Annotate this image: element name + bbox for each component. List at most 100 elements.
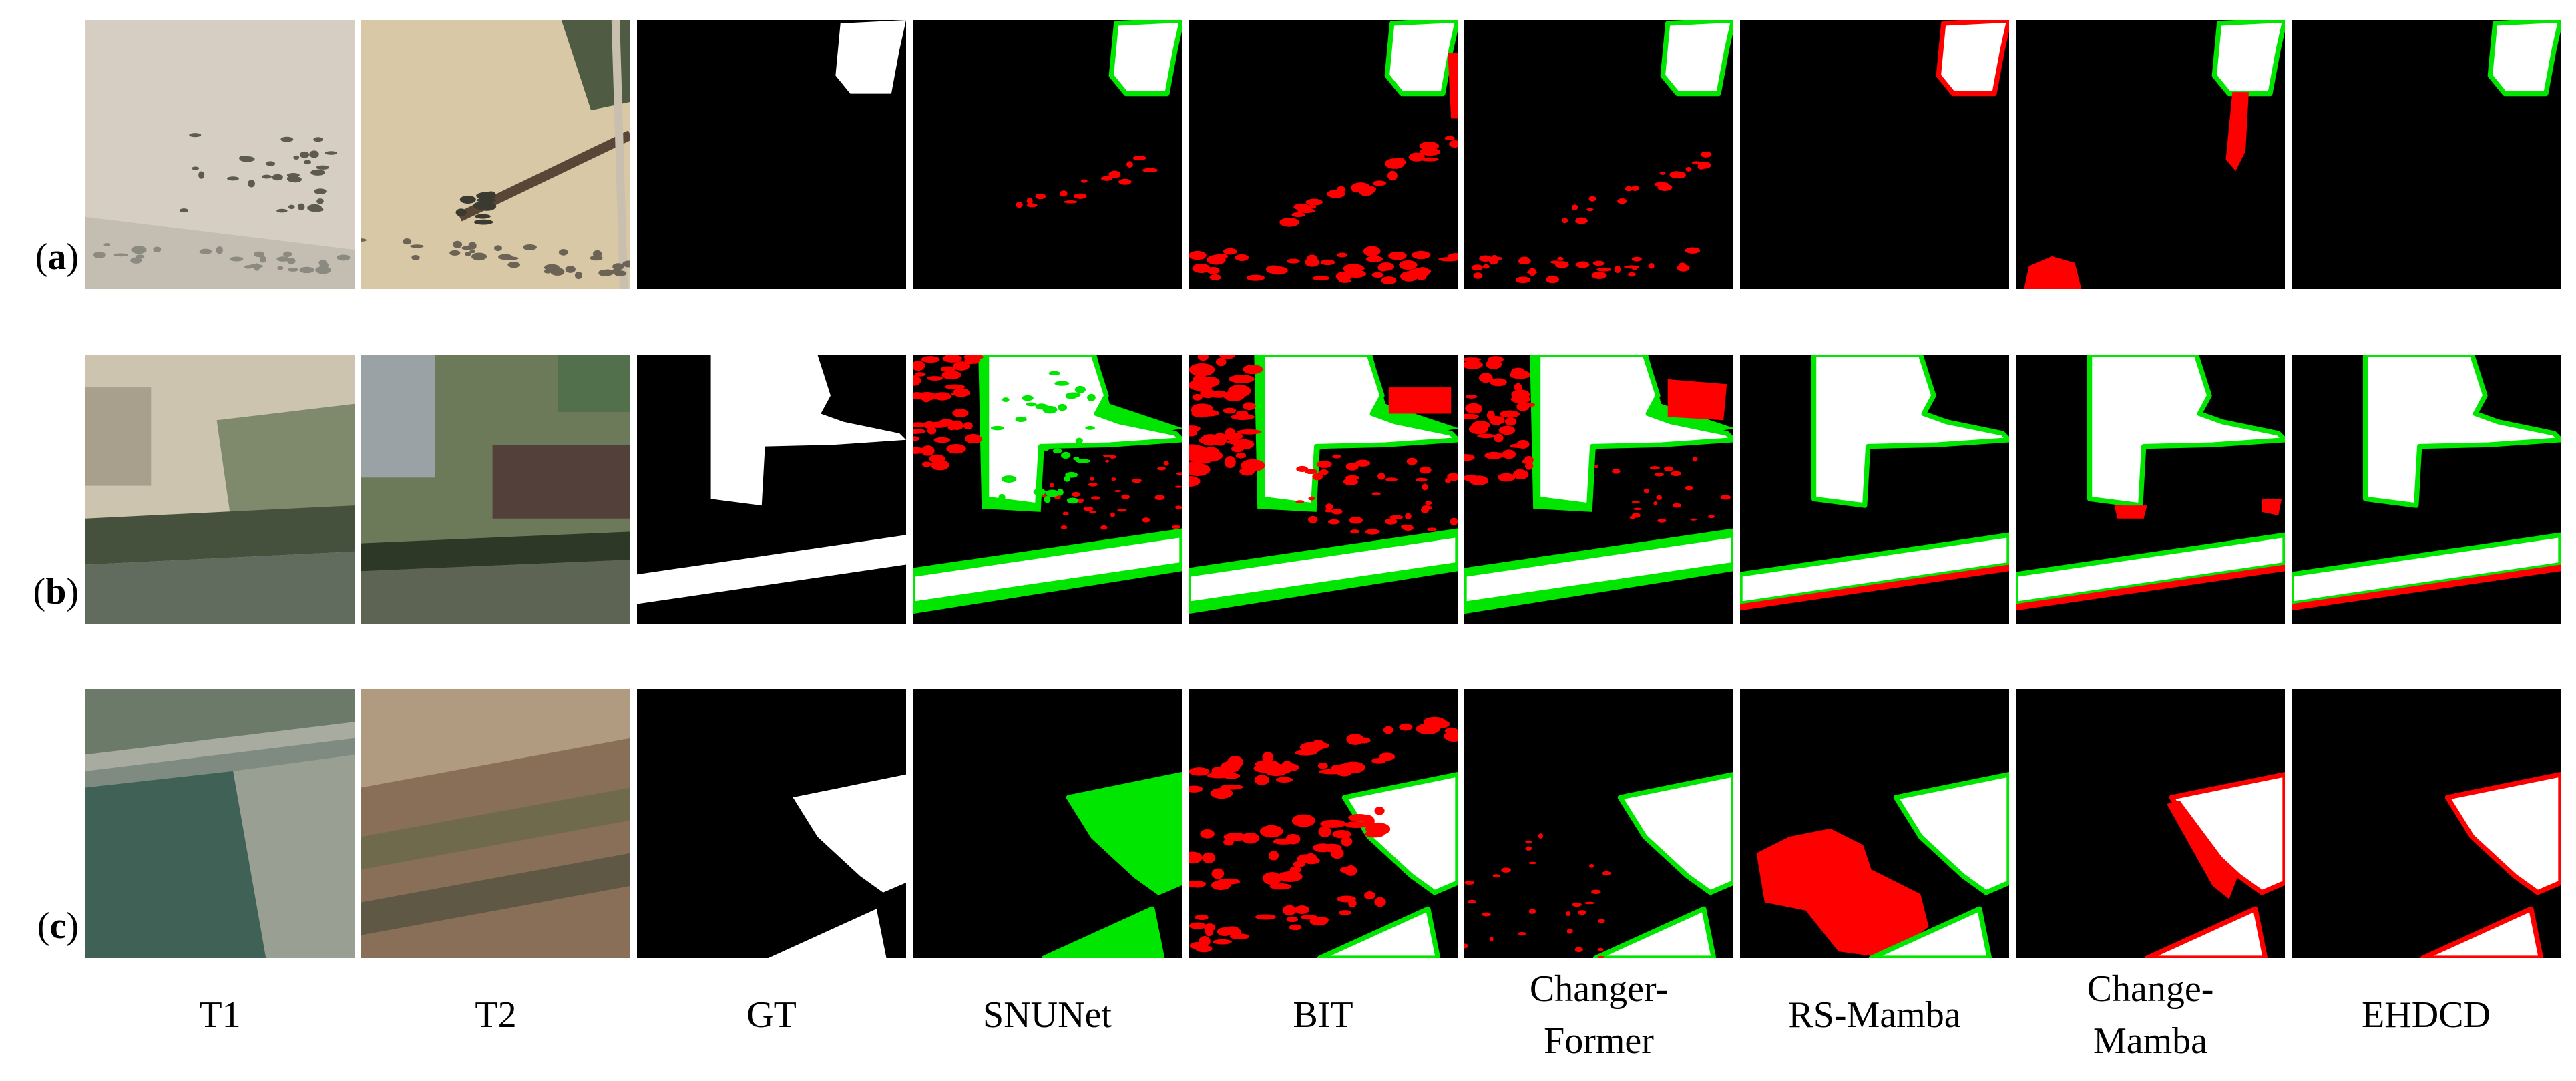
- mask-speck: [1624, 265, 1639, 269]
- mask-speck: [1664, 466, 1673, 471]
- mask-speck: [1349, 517, 1363, 524]
- mask-speck: [288, 176, 302, 183]
- mask-speck: [914, 372, 926, 377]
- mask-speck: [1090, 496, 1100, 500]
- region: [1936, 20, 2009, 97]
- mask-speck: [1477, 433, 1495, 439]
- mask-speck: [1631, 256, 1642, 262]
- mask-speck: [1344, 821, 1369, 829]
- mask-speck: [1365, 529, 1380, 535]
- mask-speck: [1332, 454, 1341, 459]
- mask-speck: [310, 169, 325, 176]
- mask-speck: [1189, 363, 1215, 377]
- mask-speck: [1100, 525, 1108, 530]
- mask-speck: [1322, 843, 1342, 853]
- mask-speck: [1450, 517, 1458, 526]
- mask-speck: [565, 266, 576, 273]
- mask-speck: [1341, 837, 1353, 847]
- column-label: SNUNet: [983, 994, 1112, 1036]
- region: [216, 403, 355, 535]
- mask-speck: [179, 208, 189, 213]
- mask-speck: [477, 202, 497, 211]
- mask-speck: [1203, 923, 1216, 931]
- mask-speck: [113, 253, 128, 257]
- mask-speck: [1297, 208, 1315, 214]
- mask-speck: [1490, 378, 1507, 387]
- mask-speck: [1574, 947, 1583, 953]
- mask-speck: [1488, 356, 1504, 363]
- mask-speck: [1612, 469, 1621, 474]
- region: [85, 722, 355, 771]
- mask-speck: [1224, 455, 1236, 469]
- region: [1535, 355, 1733, 508]
- mask-speck: [990, 425, 1005, 431]
- mask-speck: [1566, 928, 1573, 934]
- mask-speck: [1073, 457, 1080, 461]
- image-cell: [2292, 355, 2561, 624]
- mask-speck: [1176, 472, 1182, 475]
- mask-speck: [1262, 752, 1274, 763]
- mask-speck: [1223, 839, 1234, 846]
- mask-speck: [1628, 272, 1636, 277]
- region: [1384, 20, 1458, 97]
- mask-speck: [1617, 198, 1627, 204]
- mask-speck: [1425, 501, 1432, 505]
- mask-speck: [1654, 472, 1664, 477]
- mask-speck: [1312, 473, 1323, 481]
- mask-speck: [1678, 262, 1687, 268]
- mask-speck: [1346, 270, 1367, 278]
- mask-speck: [1671, 471, 1681, 476]
- image-cell: [1740, 20, 2009, 289]
- mask-speck: [1191, 403, 1213, 413]
- mask-speck: [1311, 742, 1330, 749]
- mask-speck: [952, 388, 970, 397]
- mask-speck: [1241, 459, 1265, 472]
- region: [558, 355, 630, 413]
- mask-speck: [1378, 262, 1395, 271]
- mask-speck: [288, 204, 295, 210]
- column-label: Changer-: [1530, 968, 1668, 1010]
- region: [492, 445, 630, 519]
- mask-speck: [1048, 371, 1060, 376]
- region: [2016, 532, 2285, 607]
- mask-speck: [1572, 902, 1582, 907]
- mask-speck: [1387, 170, 1398, 181]
- mask-speck: [1016, 202, 1023, 208]
- mask-speck: [272, 174, 283, 181]
- mask-speck: [1189, 379, 1213, 391]
- column-label: RS-Mamba: [1788, 994, 1960, 1036]
- mask-speck: [1557, 256, 1564, 261]
- mask-speck: [280, 136, 294, 142]
- region: [361, 787, 630, 870]
- mask-speck: [1049, 483, 1054, 488]
- image-cell: [1189, 20, 1458, 289]
- mask-speck: [1189, 448, 1209, 461]
- mask-speck: [1591, 889, 1601, 894]
- mask-speck: [1377, 472, 1385, 480]
- mask-speck: [1132, 156, 1146, 161]
- mask-speck: [964, 433, 982, 443]
- mask-speck: [1210, 787, 1233, 799]
- mask-speck: [1296, 465, 1309, 472]
- mask-speck: [473, 219, 493, 225]
- mask-speck: [1589, 864, 1594, 868]
- region: [1868, 906, 1992, 958]
- mask-speck: [1631, 513, 1641, 518]
- region: [984, 355, 1182, 508]
- mask-speck: [1371, 492, 1381, 495]
- mask-speck: [1001, 475, 1017, 483]
- mask-speck: [1255, 914, 1277, 920]
- mask-speck: [1339, 866, 1355, 873]
- mask-speck: [1519, 256, 1530, 262]
- mask-speck: [1498, 425, 1516, 435]
- mask-speck: [1363, 246, 1381, 257]
- mask-speck: [1262, 872, 1282, 885]
- mask-speck: [1464, 357, 1482, 362]
- mask-speck: [1364, 891, 1376, 900]
- mask-speck: [1576, 261, 1590, 268]
- mask-speck: [248, 180, 255, 188]
- region: [85, 551, 355, 624]
- mask-speck: [1656, 495, 1663, 500]
